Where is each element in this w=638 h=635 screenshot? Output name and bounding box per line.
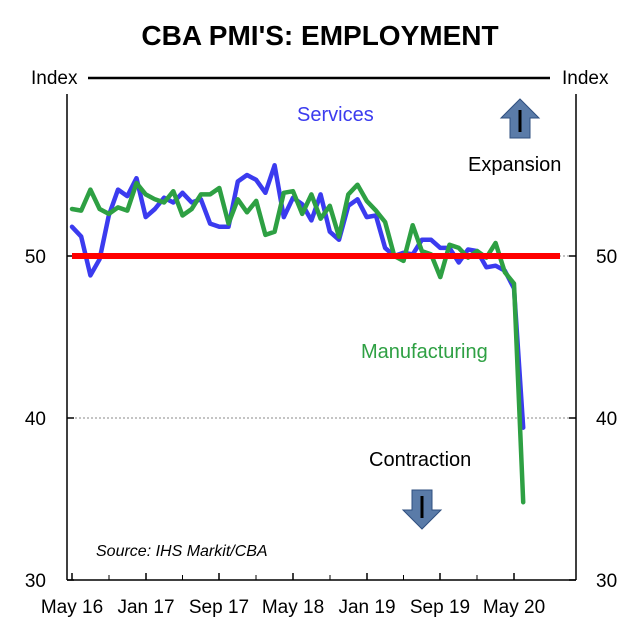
- y-tick-label-right-30: 30: [596, 571, 617, 592]
- x-tick-label: Sep 17: [189, 597, 249, 618]
- y-tick-label-left-30: 30: [25, 571, 46, 592]
- contraction-label: Contraction: [369, 449, 471, 471]
- manufacturing-label: Manufacturing: [361, 341, 488, 363]
- y-tick-label-left-50: 50: [25, 247, 46, 268]
- x-tick-label: Sep 19: [410, 597, 470, 618]
- services-label: Services: [297, 104, 374, 126]
- chart-title: CBA PMI'S: EMPLOYMENT: [141, 20, 498, 51]
- y-tick-label-left-40: 40: [25, 409, 46, 430]
- y-tick-label-right-50: 50: [596, 247, 617, 268]
- x-tick-label: Jan 19: [338, 597, 395, 618]
- y-axis-label-left: Index: [31, 68, 78, 89]
- x-tick-label: May 16: [41, 597, 103, 618]
- y-tick-label-right-40: 40: [596, 409, 617, 430]
- x-tick-label: May 20: [483, 597, 545, 618]
- expansion-label: Expansion: [468, 154, 561, 176]
- x-tick-label: Jan 17: [117, 597, 174, 618]
- source-note: Source: IHS Markit/CBA: [96, 543, 268, 560]
- x-tick-label: May 18: [262, 597, 324, 618]
- y-axis-label-right: Index: [562, 68, 609, 89]
- series-line-manufacturing: [69, 180, 526, 505]
